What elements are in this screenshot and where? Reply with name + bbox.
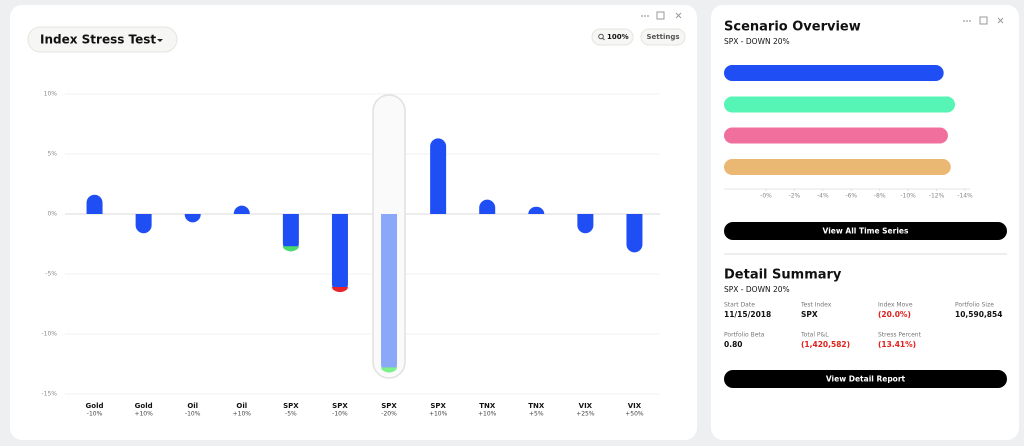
field-label: Stress Percent [878,332,922,339]
y-tick-label: -5% [45,271,57,278]
field-label: Portfolio Beta [724,332,765,339]
x-tick-label: SPX [430,402,446,410]
field-label: Start Date [724,302,755,309]
bar [282,214,299,252]
x-tick-label: SPX [381,402,397,410]
x-tick-sublabel: +50% [625,411,644,418]
bar-tip [381,367,398,373]
bar [184,214,201,223]
bar-tip [282,246,299,252]
zoom-icon [602,37,605,41]
detail-report-label: View Detail Report [826,375,906,384]
x-tick-sublabel: -5% [285,411,297,418]
bar-tip [331,287,348,292]
y-tick-label: -15% [41,391,57,398]
x-tick-label: SPX [332,402,348,410]
field-value: 10,590,854 [955,310,1002,319]
detail-report-button[interactable] [724,370,1007,388]
left-card [10,5,697,440]
time-series-button[interactable] [724,222,1007,240]
x-tick-sublabel: +10% [134,411,153,418]
x-tick-label: -2% [789,193,801,200]
dropdown[interactable] [27,26,178,53]
field-value: 0.80 [724,340,743,349]
y-tick-label: 5% [47,151,57,158]
detail-subtitle: SPX - DOWN 20% [724,285,790,294]
field-label: Test Index [800,302,832,309]
scenario-subtitle: SPX - DOWN 20% [724,37,790,46]
settings-label: Settings [646,33,679,41]
scenario-title: Scenario Overview [724,20,861,35]
zoom-button[interactable] [591,28,634,46]
bar [135,214,152,234]
bar [724,65,944,81]
x-tick-label: SPX [283,402,299,410]
dropdown-title: Index Stress Test [40,33,156,47]
dropdown-caret [157,39,163,42]
x-tick-sublabel: +5% [529,411,544,418]
x-tick-sublabel: +10% [478,411,497,418]
field-value: (20.0%) [878,310,911,319]
x-tick-label: -6% [845,193,857,200]
bar [479,199,496,214]
bar [528,206,545,214]
x-tick-label: -0% [760,193,772,200]
field-label: Total P&L [800,332,829,339]
x-tick-label: Oil [236,402,247,410]
time-series-label: View All Time Series [823,227,909,236]
y-tick-label: -10% [41,331,57,338]
x-tick-sublabel: -10% [332,411,348,418]
x-tick-sublabel: -10% [87,411,103,418]
bar [430,138,447,214]
x-tick-sublabel: +10% [429,411,448,418]
detail-title: Detail Summary [724,268,842,283]
x-tick-label: -4% [817,193,829,200]
field-value: (1,420,582) [801,340,850,349]
field-value: (13.41%) [878,340,916,349]
bar [331,214,348,292]
x-tick-label: TNX [479,402,496,410]
y-tick-label: 0% [47,211,57,218]
x-tick-sublabel: -10% [185,411,201,418]
x-tick-label: VIX [579,402,593,410]
bar [724,159,951,175]
x-tick-label: TNX [528,402,545,410]
bar [724,127,948,144]
field-label: Portfolio Size [955,302,994,309]
bar [381,214,398,373]
x-tick-sublabel: +25% [576,411,595,418]
bar [86,194,103,214]
zoom-icon [598,33,604,40]
x-tick-label: -10% [900,193,916,200]
zoom-label: 100% [607,33,629,41]
x-tick-label: Gold [86,402,104,410]
y-tick-label: 10% [44,91,58,98]
x-tick-sublabel: +10% [233,411,252,418]
field-label: Index Move [878,302,913,309]
settings-button[interactable] [640,28,686,46]
bar [626,214,643,253]
x-tick-label: -14% [957,193,973,200]
bar [724,96,956,113]
x-tick-label: -12% [929,193,945,200]
x-tick-sublabel: -20% [381,411,397,418]
x-tick-label: Oil [187,402,198,410]
field-value: 11/15/2018 [724,310,771,319]
x-tick-label: Gold [135,402,153,410]
bar [577,214,594,234]
x-tick-label: VIX [628,402,642,410]
field-value: SPX [801,310,818,319]
card-icons [641,11,1004,25]
bar [233,205,250,214]
x-tick-label: -8% [874,193,886,200]
